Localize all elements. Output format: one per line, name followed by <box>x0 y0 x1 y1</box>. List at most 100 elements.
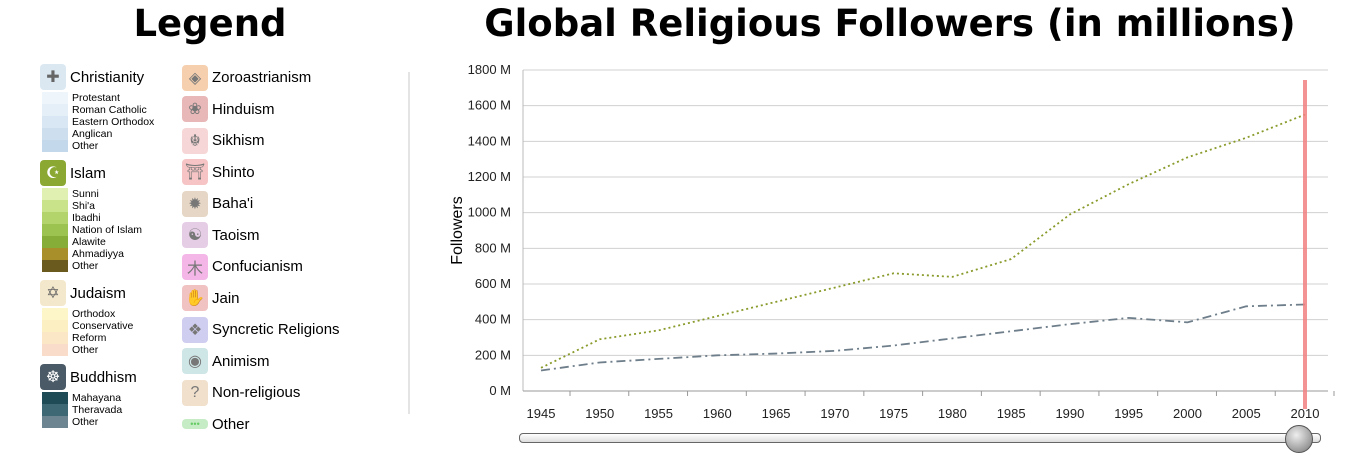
legend-subitem-label: Orthodox <box>72 308 116 320</box>
legend-swatch <box>42 116 68 128</box>
legend-item-label: Non-religious <box>212 384 301 402</box>
legend-subitem: Alawite <box>42 236 185 248</box>
nine-point-star-icon: ✹ <box>182 190 208 217</box>
legend-swatch <box>42 92 68 104</box>
divider <box>408 72 410 414</box>
x-tick-label: 1955 <box>644 406 673 421</box>
legend-swatch <box>42 308 68 320</box>
cross-icon: ✚ <box>40 64 66 90</box>
legend-subitem: Eastern Orthodox <box>42 116 185 128</box>
legend-item-label: Judaism <box>70 284 126 302</box>
legend-item-label: Zoroastrianism <box>212 69 312 87</box>
legend-swatch <box>42 104 68 116</box>
legend-subitem: Anglican <box>42 128 185 140</box>
legend-subitem-label: Theravada <box>72 404 123 416</box>
legend-subitem: Protestant <box>42 92 185 104</box>
legend-item-label: Jain <box>212 289 240 307</box>
legend-item-label: Sikhism <box>212 132 265 150</box>
y-tick-label: 600 M <box>475 276 511 291</box>
legend-subitem-label: Shi'a <box>72 200 96 212</box>
legend-subitem-label: Eastern Orthodox <box>72 116 155 128</box>
legend-sublist: Sunni Shi'a Ibadhi Nation of Islam Alawite Ah… <box>42 188 185 272</box>
torii-icon: ⛩ <box>182 159 208 186</box>
syncretic-icon: ❖ <box>182 316 208 343</box>
legend-subitem: Theravada <box>42 404 185 416</box>
year-marker-line <box>1303 80 1307 409</box>
line-chart: 0 M 200 M 400 M 600 M 800 M 1000 M 1200 M 1400 … <box>449 62 1335 421</box>
om-icon: ❀ <box>182 96 208 123</box>
legend-column-1: ✚ Christianity Protestant Roman Catholic Eas… <box>40 62 185 434</box>
legend-subitem: Sunni <box>42 188 185 200</box>
legend-swatch <box>42 212 68 224</box>
legend-item: ❀ Hinduism <box>182 94 382 126</box>
legend-item: ◉ Animism <box>182 346 382 378</box>
legend-item: ◈ Zoroastrianism <box>182 62 382 94</box>
legend-swatch <box>42 224 68 236</box>
legend-item-label: Buddhism <box>70 368 137 386</box>
y-tick-label: 400 M <box>475 312 511 327</box>
legend-item-label: Shinto <box>212 163 255 181</box>
legend-swatch <box>42 128 68 140</box>
legend-swatch <box>42 332 68 344</box>
question-icon: ? <box>182 379 208 406</box>
legend-subitem-label: Nation of Islam <box>72 224 143 236</box>
timeline-slider-handle[interactable] <box>1285 425 1313 453</box>
y-tick-label: 800 M <box>475 240 511 255</box>
chart-title: Global Religious Followers (in millions) <box>484 2 1296 45</box>
legend-subitem: Conservative <box>42 320 185 332</box>
legend-item-label: Islam <box>70 164 106 182</box>
legend-sublist: Orthodox Conservative Reform Other <box>42 308 185 356</box>
legend-swatch <box>42 320 68 332</box>
legend-subitem: Roman Catholic <box>42 104 185 116</box>
x-tick-label: 1970 <box>820 406 849 421</box>
legend-column-2: ◈ Zoroastrianism ❀ Hinduism ☬ Sikhism ⛩ Shinto ✹… <box>182 62 382 440</box>
series-line <box>540 303 1306 372</box>
eye-icon: ◉ <box>182 348 208 375</box>
legend-item: ☪ Islam <box>40 158 185 188</box>
legend-subitem: Ibadhi <box>42 212 185 224</box>
legend-subitem: Orthodox <box>42 308 185 320</box>
x-tick-label: 2010 <box>1291 406 1320 421</box>
legend-item: ? Non-religious <box>182 377 382 409</box>
y-tick-label: 1600 M <box>468 98 511 113</box>
legend-subitem: Shi'a <box>42 200 185 212</box>
legend-subitem: Other <box>42 260 185 272</box>
legend-item: ☯ Taoism <box>182 220 382 252</box>
y-tick-label: 1400 M <box>468 133 511 148</box>
legend-swatch <box>42 344 68 356</box>
faravahar-icon: ◈ <box>182 64 208 91</box>
legend-item-label: Animism <box>212 352 270 370</box>
legend-subitem-label: Conservative <box>72 320 134 332</box>
legend-sublist: Mahayana Theravada Other <box>42 392 185 428</box>
timeline-slider-track[interactable] <box>519 433 1321 443</box>
legend-swatch <box>42 392 68 404</box>
legend-subitem-label: Other <box>72 344 99 356</box>
legend-swatch <box>42 200 68 212</box>
legend-sublist: Protestant Roman Catholic Eastern Orthodox… <box>42 92 185 152</box>
legend-title: Legend <box>133 2 287 45</box>
legend-item: ☬ Sikhism <box>182 125 382 157</box>
x-tick-label: 1960 <box>703 406 732 421</box>
legend-item: ✚ Christianity <box>40 62 185 92</box>
legend-swatch <box>42 140 68 152</box>
legend-subitem-label: Other <box>72 416 99 428</box>
legend-item-label: Other <box>212 415 250 433</box>
legend-subitem-label: Mahayana <box>72 392 122 404</box>
y-tick-label: 1800 M <box>468 62 511 77</box>
legend-subitem-label: Alawite <box>72 236 106 248</box>
legend-subitem: Ahmadiyya <box>42 248 185 260</box>
legend-item-label: Syncretic Religions <box>212 321 340 339</box>
legend-item: ☸ Buddhism <box>40 362 185 392</box>
x-tick-label: 2005 <box>1232 406 1261 421</box>
legend-subitem-label: Ahmadiyya <box>72 248 124 260</box>
yin-yang-icon: ☯ <box>182 222 208 249</box>
legend-subitem-label: Reform <box>72 332 107 344</box>
y-tick-label: 0 M <box>489 383 511 398</box>
legend-item-label: Baha'i <box>212 195 254 213</box>
legend-swatch <box>42 404 68 416</box>
y-tick-label: 1000 M <box>468 205 511 220</box>
x-tick-label: 1950 <box>585 406 614 421</box>
legend-swatch <box>42 260 68 272</box>
x-tick-label: 1990 <box>1055 406 1084 421</box>
x-tick-label: 1985 <box>997 406 1026 421</box>
